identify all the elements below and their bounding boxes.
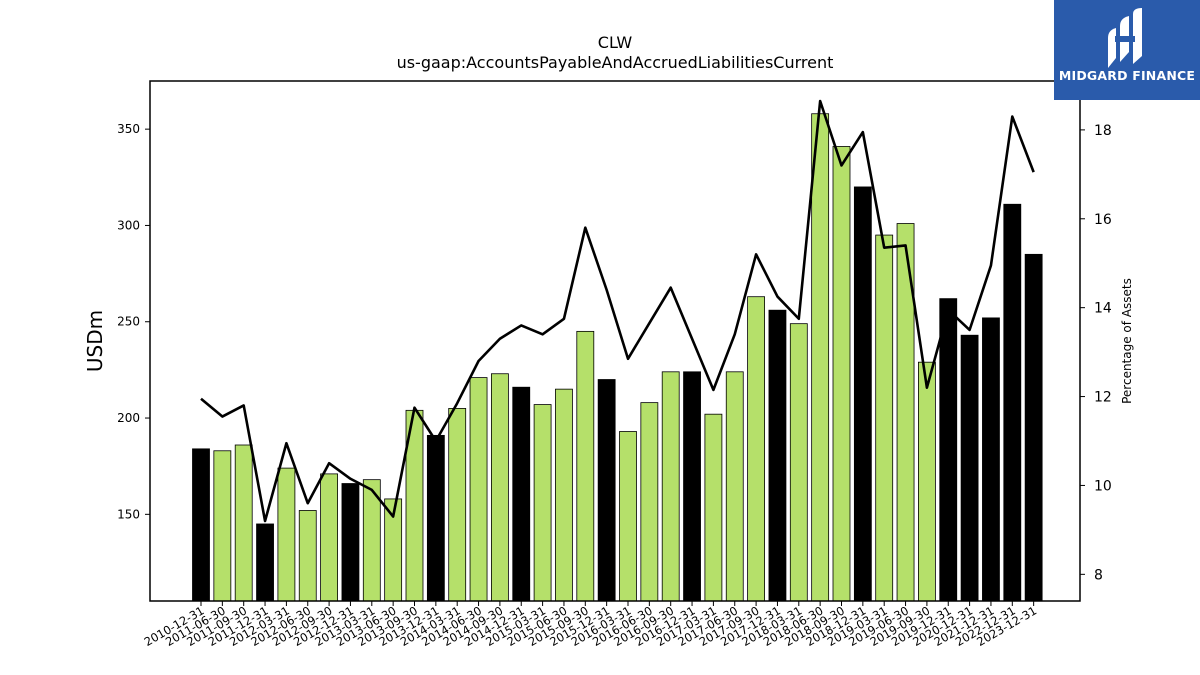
y-tick-label: 200	[117, 411, 140, 425]
bar-2023-12-31	[1024, 253, 1043, 602]
bar-2015-12-31	[597, 379, 616, 602]
bar-2018-12-31	[853, 186, 872, 602]
bar-2016-03-31	[619, 431, 637, 602]
bar-2014-03-31	[448, 408, 467, 602]
y-tick-label: 150	[117, 507, 140, 521]
bar-2018-09-30	[832, 146, 851, 602]
bar-2013-12-31	[426, 434, 445, 602]
bar-2014-12-31	[512, 386, 531, 602]
y2-tick-label: 16	[1094, 212, 1112, 228]
bar-2019-12-31	[939, 298, 958, 602]
percentage-line	[200, 99, 1035, 523]
bars-group	[192, 113, 1043, 602]
bar-2012-03-31	[277, 467, 296, 602]
bar-2018-06-30	[811, 113, 830, 602]
y2-tick-label: 8	[1094, 567, 1103, 583]
bar-2017-03-31	[704, 413, 723, 602]
bar-2019-03-31	[875, 234, 894, 602]
y2-tick-label: 18	[1094, 123, 1112, 139]
bar-2012-12-31	[341, 483, 360, 602]
y2-axis-label: Percentage of Assets	[1120, 278, 1134, 404]
bar-2011-06-30	[213, 450, 232, 602]
y-tick-label: 350	[117, 122, 140, 136]
bar-2010-12-31	[192, 448, 210, 602]
y-tick-label: 250	[117, 315, 140, 329]
bar-2015-03-31	[533, 404, 552, 602]
bar-2020-12-31	[960, 334, 979, 602]
y-axis-label: USDm	[83, 310, 107, 372]
bar-2017-12-31	[768, 309, 787, 602]
bar-2022-12-31	[1003, 203, 1022, 602]
bar-2012-06-30	[298, 510, 317, 602]
y-tick-label: 300	[117, 218, 140, 232]
bar-2015-06-30	[555, 388, 573, 602]
axes-group: 150200250300350810121416182010-12-312011…	[117, 122, 1112, 649]
line-series-group	[200, 99, 1035, 523]
bar-2018-03-31	[789, 323, 808, 602]
chart-subtitle: us-gaap:AccountsPayableAndAccruedLiabili…	[397, 53, 834, 72]
plot-frame	[149, 80, 1081, 602]
logo-text: MIDGARD FINANCE	[1058, 68, 1196, 83]
bar-2014-06-30	[469, 377, 488, 602]
bar-2016-12-31	[683, 371, 701, 602]
chart-title: CLW	[598, 33, 633, 52]
bar-2021-12-31	[982, 317, 1000, 602]
brand-logo: MIDGARD FINANCE	[1054, 0, 1200, 100]
bar-2011-12-31	[256, 523, 274, 602]
bar-2014-09-30	[490, 373, 509, 602]
bar-2017-06-30	[725, 371, 744, 602]
y2-tick-label: 10	[1094, 478, 1112, 494]
midgard-logo-icon	[1108, 8, 1142, 68]
bar-2015-09-30	[576, 330, 595, 602]
bar-2012-09-30	[320, 473, 339, 602]
bar-2017-09-30	[747, 296, 765, 602]
bar-2016-09-30	[661, 371, 680, 602]
bar-2011-09-30	[234, 444, 253, 602]
y2-tick-label: 14	[1094, 301, 1112, 317]
bar-2019-09-30	[918, 361, 936, 602]
bar-2016-06-30	[640, 402, 659, 602]
y2-tick-label: 12	[1094, 390, 1112, 406]
